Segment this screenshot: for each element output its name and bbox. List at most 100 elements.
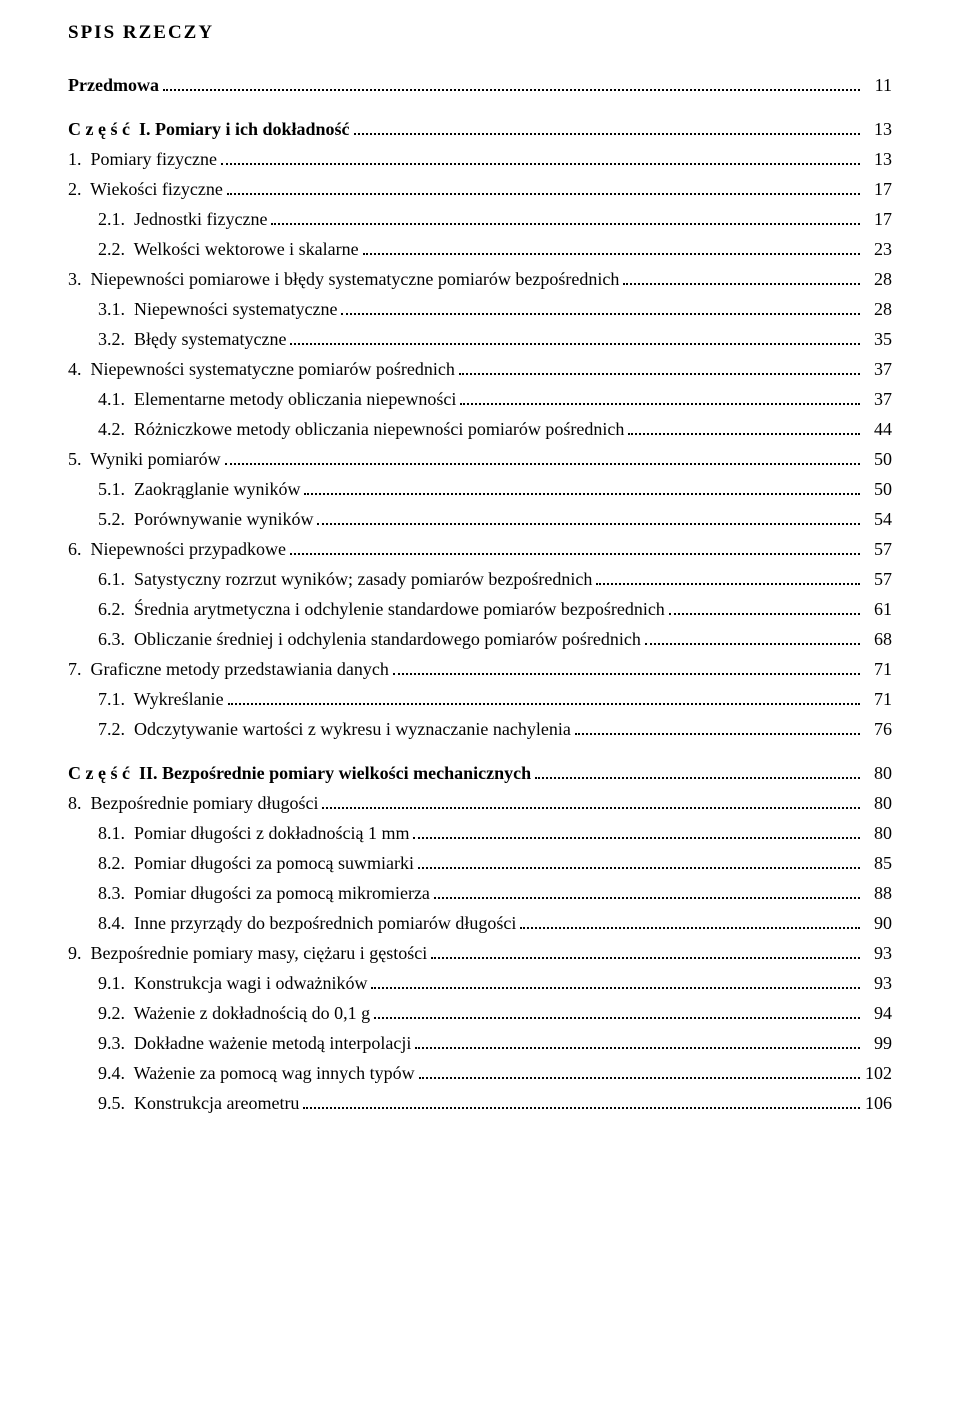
toc-entry-label: 9.2. Ważenie z dokładnością do 0,1 g bbox=[98, 1004, 370, 1022]
toc-entry: 8.3. Pomiar długości za pomocą mikromier… bbox=[68, 884, 892, 902]
toc-entry-label: 3. Niepewności pomiarowe i błędy systema… bbox=[68, 270, 619, 288]
toc-leader-dots bbox=[434, 886, 860, 899]
toc-leader-dots bbox=[645, 632, 860, 645]
toc-leader-dots bbox=[228, 692, 860, 705]
toc-entry-label: C z ę ś ć II. Bezpośrednie pomiary wielk… bbox=[68, 764, 531, 782]
toc-entry-page: 17 bbox=[864, 210, 892, 228]
toc-entry-page: 28 bbox=[864, 270, 892, 288]
toc-entry-label: 5. Wyniki pomiarów bbox=[68, 450, 221, 468]
toc-leader-dots bbox=[371, 976, 860, 989]
toc-entry: 5. Wyniki pomiarów 50 bbox=[68, 450, 892, 468]
toc-entry: 6. Niepewności przypadkowe57 bbox=[68, 540, 892, 558]
toc-list: Przedmowa11 C z ę ś ć I. Pomiary i ich do… bbox=[68, 76, 892, 1112]
toc-entry: 6.2. Średnia arytmetyczna i odchylenie s… bbox=[68, 600, 892, 618]
toc-entry-label: 8.3. Pomiar długości za pomocą mikromier… bbox=[98, 884, 430, 902]
toc-leader-dots bbox=[460, 392, 860, 405]
toc-entry: 9.2. Ważenie z dokładnością do 0,1 g 94 bbox=[68, 1004, 892, 1022]
toc-entry: 9.5. Konstrukcja areometru106 bbox=[68, 1094, 892, 1112]
toc-entry-page: 93 bbox=[864, 974, 892, 992]
toc-entry: 8.4. Inne przyrządy do bezpośrednich pom… bbox=[68, 914, 892, 932]
toc-leader-dots bbox=[227, 182, 860, 195]
toc-entry-label: 6. Niepewności przypadkowe bbox=[68, 540, 286, 558]
toc-leader-dots bbox=[459, 362, 860, 375]
toc-leader-dots bbox=[304, 482, 860, 495]
toc-entry: 4. Niepewności systematyczne pomiarów po… bbox=[68, 360, 892, 378]
toc-leader-dots bbox=[322, 796, 860, 809]
toc-leader-dots bbox=[290, 542, 860, 555]
toc-leader-dots bbox=[163, 78, 860, 91]
toc-entry-label: 2.2. Welkości wektorowe i skalarne bbox=[98, 240, 359, 258]
toc-entry-page: 35 bbox=[864, 330, 892, 348]
toc-entry-label: 5.1. Zaokrąglanie wyników bbox=[98, 480, 300, 498]
toc-entry-label: Przedmowa bbox=[68, 76, 159, 94]
toc-entry: 8.1. Pomiar długości z dokładnością 1 mm… bbox=[68, 824, 892, 842]
toc-entry: 5.1. Zaokrąglanie wyników 50 bbox=[68, 480, 892, 498]
toc-leader-dots bbox=[415, 1036, 860, 1049]
toc-entry-label: 8. Bezpośrednie pomiary długości bbox=[68, 794, 318, 812]
toc-entry-page: 13 bbox=[864, 120, 892, 138]
toc-entry-page: 76 bbox=[864, 720, 892, 738]
toc-leader-dots bbox=[225, 452, 860, 465]
toc-entry-page: 102 bbox=[864, 1064, 892, 1082]
toc-entry: C z ę ś ć I. Pomiary i ich dokładność13 bbox=[68, 120, 892, 138]
toc-entry-label: 4. Niepewności systematyczne pomiarów po… bbox=[68, 360, 455, 378]
toc-leader-dots bbox=[575, 722, 860, 735]
toc-leader-dots bbox=[669, 602, 860, 615]
toc-entry: 4.1. Elementarne metody obliczania niepe… bbox=[68, 390, 892, 408]
toc-entry: 1. Pomiary fizyczne13 bbox=[68, 150, 892, 168]
toc-entry-label: 2. Wiekości fizyczne bbox=[68, 180, 223, 198]
toc-entry-label: 7. Graficzne metody przedstawiania danyc… bbox=[68, 660, 389, 678]
toc-entry-page: 50 bbox=[864, 480, 892, 498]
toc-entry: 2.1. Jednostki fizyczne17 bbox=[68, 210, 892, 228]
toc-entry-page: 88 bbox=[864, 884, 892, 902]
toc-entry-label: 9. Bezpośrednie pomiary masy, ciężaru i … bbox=[68, 944, 427, 962]
toc-entry-page: 13 bbox=[864, 150, 892, 168]
toc-entry-label: 9.1. Konstrukcja wagi i odważników bbox=[98, 974, 367, 992]
toc-entry-page: 50 bbox=[864, 450, 892, 468]
toc-entry-page: 90 bbox=[864, 914, 892, 932]
toc-entry: 5.2. Porównywanie wyników54 bbox=[68, 510, 892, 528]
toc-title: SPIS RZECZY bbox=[68, 22, 892, 44]
toc-entry-label: 4.2. Różniczkowe metody obliczania niepe… bbox=[98, 420, 624, 438]
toc-entry: 6.3. Obliczanie średniej i odchylenia st… bbox=[68, 630, 892, 648]
toc-entry: 2.2. Welkości wektorowe i skalarne 23 bbox=[68, 240, 892, 258]
toc-leader-dots bbox=[363, 242, 860, 255]
toc-entry-page: 57 bbox=[864, 570, 892, 588]
toc-entry-label: 9.5. Konstrukcja areometru bbox=[98, 1094, 299, 1112]
toc-leader-dots bbox=[374, 1006, 860, 1019]
toc-entry-page: 44 bbox=[864, 420, 892, 438]
toc-entry: 3.1. Niepewności systematyczne28 bbox=[68, 300, 892, 318]
toc-entry-page: 23 bbox=[864, 240, 892, 258]
toc-entry: 7. Graficzne metody przedstawiania danyc… bbox=[68, 660, 892, 678]
toc-entry-label: 8.2. Pomiar długości za pomocą suwmiarki bbox=[98, 854, 414, 872]
toc-entry: 7.2. Odczytywanie wartości z wykresu i w… bbox=[68, 720, 892, 738]
toc-entry-page: 93 bbox=[864, 944, 892, 962]
toc-entry-label: 3.1. Niepewności systematyczne bbox=[98, 300, 337, 318]
toc-entry: 4.2. Różniczkowe metody obliczania niepe… bbox=[68, 420, 892, 438]
toc-entry-page: 80 bbox=[864, 764, 892, 782]
toc-leader-dots bbox=[418, 856, 860, 869]
toc-leader-dots bbox=[535, 766, 860, 779]
toc-leader-dots bbox=[290, 332, 860, 345]
toc-entry-page: 54 bbox=[864, 510, 892, 528]
toc-entry-page: 94 bbox=[864, 1004, 892, 1022]
toc-entry: 2. Wiekości fizyczne17 bbox=[68, 180, 892, 198]
toc-leader-dots bbox=[303, 1096, 860, 1109]
toc-entry: 7.1. Wykreślanie71 bbox=[68, 690, 892, 708]
toc-leader-dots bbox=[520, 916, 860, 929]
toc-entry: 9.1. Konstrukcja wagi i odważników 93 bbox=[68, 974, 892, 992]
toc-entry-label: 9.3. Dokładne ważenie metodą interpolacj… bbox=[98, 1034, 411, 1052]
toc-entry-label: 7.1. Wykreślanie bbox=[98, 690, 224, 708]
toc-entry: 8.2. Pomiar długości za pomocą suwmiarki… bbox=[68, 854, 892, 872]
toc-entry: 8. Bezpośrednie pomiary długości80 bbox=[68, 794, 892, 812]
toc-leader-dots bbox=[317, 512, 860, 525]
toc-entry-label: 7.2. Odczytywanie wartości z wykresu i w… bbox=[98, 720, 571, 738]
toc-entry-label: 4.1. Elementarne metody obliczania niepe… bbox=[98, 390, 456, 408]
toc-leader-dots bbox=[221, 152, 860, 165]
toc-entry: Przedmowa11 bbox=[68, 76, 892, 94]
toc-entry-label: 6.1. Satystyczny rozrzut wyników; zasady… bbox=[98, 570, 592, 588]
toc-leader-dots bbox=[393, 662, 860, 675]
toc-entry-page: 68 bbox=[864, 630, 892, 648]
toc-entry: 9.4. Ważenie za pomocą wag innych typów1… bbox=[68, 1064, 892, 1082]
toc-leader-dots bbox=[271, 212, 860, 225]
